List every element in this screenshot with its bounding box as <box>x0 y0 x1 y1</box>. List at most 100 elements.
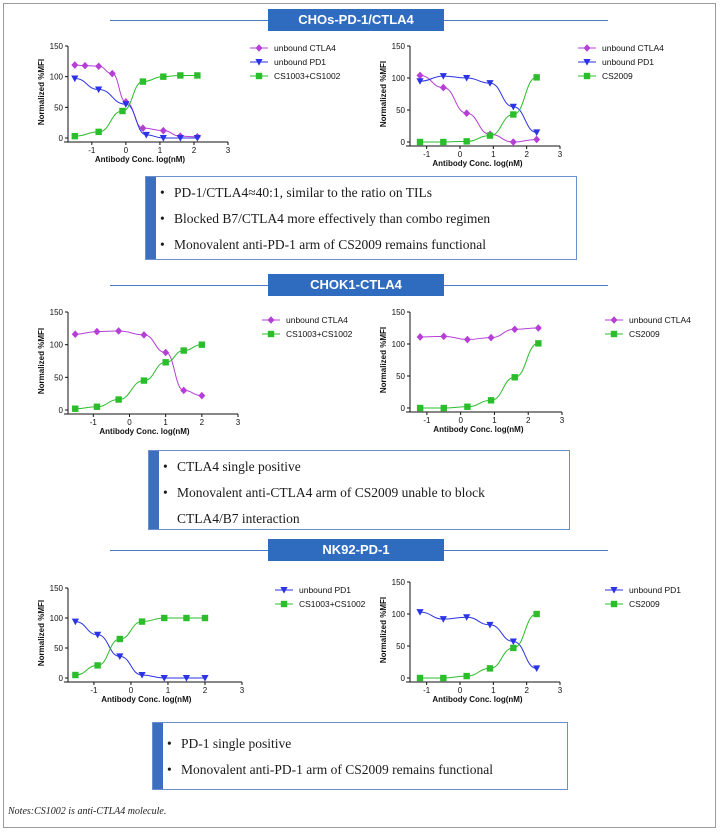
data-point <box>193 135 201 142</box>
y-tick-label: 50 <box>396 106 405 115</box>
y-tick-label: 0 <box>59 406 64 415</box>
data-point <box>162 348 170 357</box>
data-point <box>108 69 116 78</box>
x-tick-label: 1 <box>491 150 496 159</box>
data-point <box>94 631 102 639</box>
data-point <box>161 614 168 622</box>
bullet-item: PD-1/CTLA4≈40:1, similar to the ratio on… <box>160 180 570 206</box>
series-line <box>419 613 537 679</box>
legend-marker <box>255 59 263 66</box>
x-tick-label: -1 <box>423 150 431 159</box>
section-divider-right <box>444 550 608 551</box>
data-point <box>162 359 169 366</box>
y-tick-label: 50 <box>54 373 63 382</box>
y-axis-label: Normalized %MFI <box>37 600 46 666</box>
data-point <box>176 135 184 142</box>
x-tick-label: 3 <box>240 686 245 695</box>
chart-chos-cs2009: 0 50 100 150 -1 0 1 2 3 Antibody Conc. log(nM) Nor… <box>379 42 664 168</box>
x-axis-label: Antibody Conc. log(nM) <box>95 155 186 164</box>
legend-marker <box>583 59 591 66</box>
data-point <box>464 403 471 410</box>
x-tick-label: 2 <box>200 418 205 427</box>
y-tick-label: 100 <box>50 341 64 350</box>
legend-label: CS2009 <box>629 329 660 339</box>
legend-marker <box>280 600 288 608</box>
x-tick-label: 1 <box>163 418 168 427</box>
legend-label: CS2009 <box>602 71 633 81</box>
data-point <box>71 75 79 83</box>
x-axis-label: Antibody Conc. log(nM) <box>432 159 523 168</box>
bullet-item: Blocked B7/CTLA4 more effectively than c… <box>160 206 570 232</box>
data-point <box>487 333 495 342</box>
data-point <box>509 103 517 111</box>
bullet-item: PD-1 single positive <box>167 731 561 757</box>
bullet-item: Monovalent anti-CTLA4 arm of CS2009 unab… <box>163 480 493 532</box>
legend-label: unbound CTLA4 <box>629 315 691 325</box>
data-point <box>463 75 471 82</box>
section-divider-right <box>444 285 608 286</box>
data-point <box>198 391 206 400</box>
data-point <box>533 665 541 672</box>
data-point <box>95 86 103 94</box>
data-point <box>115 396 122 403</box>
section-title-chok1: CHOK1-CTLA4 <box>268 274 444 296</box>
x-tick-label: 2 <box>524 686 529 695</box>
series-line <box>419 75 537 133</box>
x-tick-label: -1 <box>423 686 431 695</box>
data-point <box>439 83 447 92</box>
y-axis-label: Normalized %MFI <box>379 597 388 663</box>
data-point <box>533 74 540 81</box>
slide-frame <box>3 3 716 828</box>
series-line <box>419 611 537 669</box>
y-tick-label: 50 <box>54 103 63 112</box>
legend-marker <box>267 330 275 338</box>
data-point <box>81 61 89 70</box>
y-tick-label: 100 <box>50 614 64 623</box>
data-point <box>510 111 517 118</box>
y-tick-label: 50 <box>54 644 63 653</box>
data-point <box>180 347 187 354</box>
data-point <box>122 101 130 108</box>
data-point <box>119 107 126 115</box>
legend-marker <box>610 587 618 594</box>
legend-marker <box>610 330 618 338</box>
y-tick-label: 150 <box>50 584 64 593</box>
y-tick-label: 0 <box>59 674 64 683</box>
data-point <box>159 126 167 135</box>
legend-marker <box>610 316 618 324</box>
data-point <box>159 135 167 142</box>
data-point <box>95 62 103 71</box>
x-tick-label: 1 <box>492 416 497 425</box>
series-line <box>420 342 539 409</box>
x-axis-label: Antibody Conc. log(nM) <box>101 695 192 704</box>
x-tick-label: 0 <box>129 686 134 695</box>
y-tick-label: 150 <box>392 308 406 317</box>
data-point <box>71 618 80 626</box>
x-tick-label: 0 <box>458 416 463 425</box>
data-point <box>510 644 517 652</box>
data-point <box>440 138 447 146</box>
data-point <box>416 404 424 412</box>
legend-label: unbound PD1 <box>299 585 351 595</box>
data-point <box>95 128 102 136</box>
data-point <box>440 404 447 412</box>
x-tick-label: 1 <box>491 686 496 695</box>
data-point <box>533 129 541 136</box>
data-point <box>486 665 494 672</box>
data-point <box>72 671 79 679</box>
x-tick-label: 3 <box>236 418 241 427</box>
data-point <box>535 340 542 347</box>
series-line <box>420 327 539 341</box>
legend-marker <box>255 72 263 80</box>
data-point <box>116 635 124 643</box>
data-point <box>440 332 448 341</box>
y-tick-label: 100 <box>392 74 406 83</box>
data-point <box>115 327 123 335</box>
data-point <box>194 72 201 79</box>
data-point <box>201 614 209 622</box>
series-line <box>74 74 198 137</box>
legend-marker <box>255 44 263 52</box>
data-point <box>93 327 101 336</box>
x-axis-label: Antibody Conc. log(nM) <box>433 425 524 434</box>
data-point <box>416 78 424 85</box>
